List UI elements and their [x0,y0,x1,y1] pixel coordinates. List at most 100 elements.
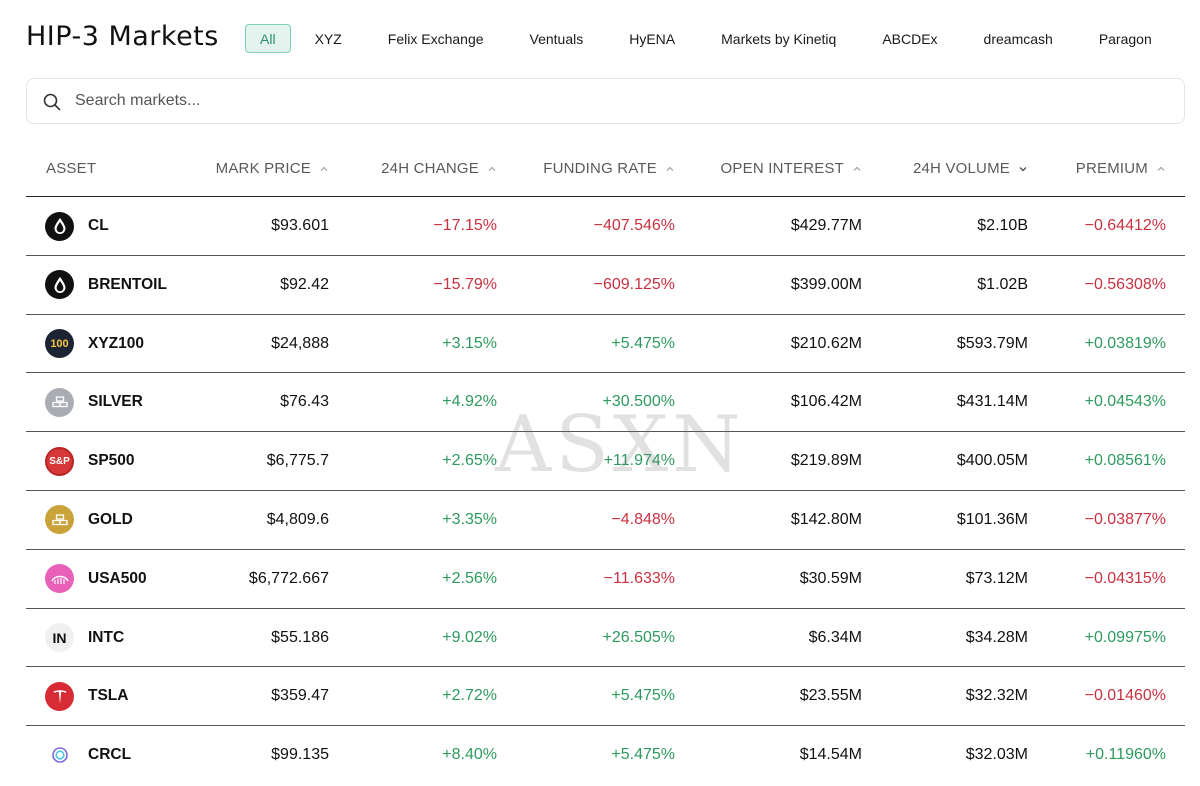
change-24h: +4.92% [442,393,497,411]
asset-name: INTC [88,628,125,646]
sp500-icon: S&P [45,446,74,476]
table-row[interactable]: S&P SP500 $6,775.7 +2.65% +11.974% $219.89M $4… [26,432,1185,491]
column-header-asset[interactable]: ASSET [46,160,96,177]
asset-cell: CL [45,197,109,255]
column-header-label: 24H CHANGE [381,160,479,177]
mark-price: $24,888 [271,334,329,352]
table-row[interactable]: 100 XYZ100 $24,888 +3.15% +5.475% $210.62M $59… [26,315,1185,374]
table-row[interactable]: SILVER $76.43 +4.92% +30.500% $106.42M $431.1… [26,373,1185,433]
table-row[interactable]: GOLD $4,809.6 +3.35% −4.848% $142.80M $101.36… [26,491,1185,550]
table-row[interactable]: BRENTOIL $92.42 −15.79% −609.125% $399.00M $1… [26,256,1185,315]
column-header-label: OPEN INTEREST [720,160,844,177]
sort-up-icon [488,166,496,171]
tab-markets-by-kinetiq[interactable]: Markets by Kinetiq [721,30,837,47]
mark-price: $6,772.667 [248,569,329,587]
column-header-label: 24H VOLUME [912,160,1010,177]
change-24h: +9.02% [442,628,497,646]
asset-cell: USA500 [45,550,147,608]
asset-name: SP500 [88,452,135,470]
change-24h: +8.40% [442,746,497,764]
mark-price: $4,809.6 [266,510,329,528]
asset-cell: SILVER [45,373,143,431]
asset-name: SILVER [88,393,143,411]
table-row[interactable]: USA500 $6,772.667 +2.56% −11.633% $30.59M $73… [26,550,1185,609]
change-24h: +2.65% [442,452,497,470]
tab-felix-exchange[interactable]: Felix Exchange [387,30,484,47]
open-interest: $23.55M [799,687,862,705]
open-interest: $106.42M [790,393,862,411]
asset-name: BRENTOIL [88,275,167,293]
volume-24h: $34.28M [965,628,1028,646]
mark-price: $93.601 [271,217,329,234]
open-interest: $6.34M [808,628,862,646]
table-row[interactable]: CRCL $99.135 +8.40% +5.475% $14.54M $32.03M +0… [26,726,1185,785]
markets-table: ASSET MARK PRICE 24H CHANGE FUNDING RATE… [26,140,1185,785]
mark-price: $76.43 [280,393,329,411]
sort-up-icon [666,166,674,171]
search-bar[interactable] [26,78,1185,124]
column-header-label: PREMIUM [1075,160,1148,177]
asset-name: CRCL [88,746,132,764]
search-icon [43,93,61,111]
sort-down-icon [1019,166,1027,171]
open-interest: $210.62M [790,334,862,352]
column-header-24h-change[interactable]: 24H CHANGE [381,160,497,177]
change-24h: +3.15% [442,334,497,352]
premium: +0.11960% [1085,746,1166,764]
tab-xyz[interactable]: XYZ [314,30,342,47]
funding-rate: +5.475% [611,687,675,705]
column-header-label: ASSET [46,160,97,177]
premium: +0.03819% [1084,334,1166,352]
mark-price: $55.186 [271,628,329,646]
volume-24h: $593.79M [956,334,1028,352]
tab-all[interactable]: All [245,24,291,53]
volume-24h: $400.05M [956,452,1028,470]
icon-text: S&P [49,455,70,467]
premium: −0.64412% [1084,217,1166,234]
silver-bars-icon [45,387,74,417]
table-row[interactable]: IN INTC $55.186 +9.02% +26.505% $6.34M $34.28M… [26,609,1185,668]
tab-abcdex[interactable]: ABCDEx [882,30,938,47]
asset-cell: CRCL [45,726,131,784]
volume-24h: $431.14M [956,393,1028,411]
open-interest: $219.89M [790,452,862,470]
volume-24h: $101.36M [956,510,1028,528]
tab-paragon[interactable]: Paragon [1098,30,1152,47]
tab-ventuals[interactable]: Ventuals [529,30,584,47]
change-24h: +2.72% [442,687,497,705]
mark-price: $92.42 [280,275,329,293]
mark-price: $99.135 [271,746,329,764]
column-header-open-interest[interactable]: OPEN INTEREST [721,160,862,177]
column-header-24h-volume[interactable]: 24H VOLUME [913,160,1028,177]
tab-dreamcash[interactable]: dreamcash [983,30,1053,47]
search-input[interactable] [75,79,1175,123]
tesla-logo-icon [45,681,74,711]
funding-rate: −609.125% [593,275,675,293]
table-body: CL $93.601 −17.15% −407.546% $429.77M $2.10B −… [26,197,1185,785]
change-24h: −15.79% [433,275,497,293]
volume-24h: $2.10B [977,217,1028,234]
sort-up-icon [1157,166,1165,171]
premium: +0.04543% [1084,393,1166,411]
volume-24h: $32.32M [965,687,1028,705]
column-header-label: FUNDING RATE [543,160,657,177]
sort-up-icon [320,166,328,171]
crcl-icon [45,740,74,770]
open-interest: $429.77M [790,217,862,234]
asset-name: CL [88,217,109,234]
asset-cell: 100 XYZ100 [45,315,144,373]
change-24h: −17.15% [433,217,497,234]
column-header-mark-price[interactable]: MARK PRICE [216,160,329,177]
table-row[interactable]: CL $93.601 −17.15% −407.546% $429.77M $2.10B −… [26,197,1185,256]
tab-hyena[interactable]: HyENA [629,30,676,47]
column-header-funding-rate[interactable]: FUNDING RATE [543,160,675,177]
table-row[interactable]: TSLA $359.47 +2.72% +5.475% $23.55M $32.32M −0… [26,667,1185,727]
volume-24h: $73.12M [965,569,1028,587]
change-24h: +2.56% [442,569,497,587]
premium: −0.01460% [1084,687,1166,705]
premium: +0.08561% [1084,452,1166,470]
asset-cell: TSLA [45,667,128,725]
asset-cell: IN INTC [45,609,124,667]
intc-icon: IN [45,623,74,653]
column-header-premium[interactable]: PREMIUM [1076,160,1166,177]
